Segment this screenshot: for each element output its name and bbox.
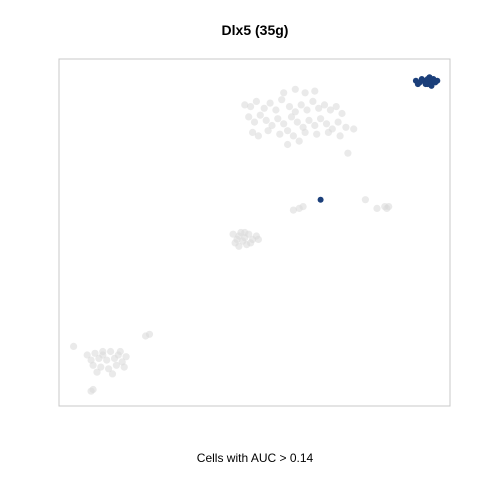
background-point bbox=[284, 140, 292, 149]
highlighted-point bbox=[418, 76, 425, 82]
background-point bbox=[278, 96, 286, 104]
background-point bbox=[285, 103, 294, 111]
background-point bbox=[334, 118, 342, 126]
background-point bbox=[350, 125, 358, 133]
background-point bbox=[361, 196, 369, 204]
background-point bbox=[315, 104, 323, 112]
background-point bbox=[245, 113, 253, 121]
highlighted-point bbox=[317, 196, 324, 203]
background-point bbox=[254, 235, 262, 243]
background-point bbox=[87, 387, 95, 395]
background-point bbox=[89, 361, 97, 369]
background-point bbox=[235, 232, 243, 240]
background-point bbox=[252, 97, 260, 105]
background-point bbox=[260, 104, 268, 112]
background-point bbox=[332, 103, 340, 111]
background-point bbox=[268, 121, 276, 130]
background-point bbox=[336, 132, 344, 140]
background-point bbox=[324, 128, 332, 136]
background-point bbox=[103, 356, 111, 364]
background-point bbox=[309, 97, 317, 105]
background-point bbox=[83, 351, 91, 359]
background-point bbox=[280, 120, 288, 128]
background-point bbox=[105, 365, 113, 373]
background-point bbox=[235, 242, 243, 250]
background-point bbox=[112, 361, 120, 369]
background-point bbox=[289, 206, 297, 214]
background-point bbox=[247, 103, 255, 111]
background-point bbox=[385, 203, 393, 211]
highlighted-point bbox=[422, 81, 429, 88]
background-point bbox=[301, 89, 309, 97]
background-point bbox=[264, 127, 272, 135]
background-point bbox=[272, 106, 280, 114]
background-point bbox=[91, 349, 99, 357]
background-point bbox=[287, 113, 296, 121]
background-point bbox=[297, 101, 305, 109]
plot-frame bbox=[58, 58, 451, 407]
background-point bbox=[293, 118, 301, 126]
background-point bbox=[93, 368, 101, 376]
highlighted-point bbox=[424, 76, 431, 82]
background-point bbox=[99, 347, 107, 356]
background-point bbox=[303, 106, 311, 114]
background-point bbox=[311, 87, 319, 95]
background-point bbox=[276, 130, 284, 138]
background-point bbox=[291, 108, 299, 116]
background-point bbox=[305, 116, 313, 124]
background-point bbox=[108, 370, 117, 378]
background-point bbox=[120, 363, 128, 371]
background-point bbox=[256, 111, 264, 119]
background-point bbox=[313, 130, 321, 138]
x-axis-label: Cells with AUC > 0.14 bbox=[197, 451, 314, 465]
background-point bbox=[249, 128, 257, 136]
background-point bbox=[320, 101, 329, 109]
background-point bbox=[274, 115, 282, 123]
highlighted-point bbox=[414, 81, 421, 88]
background-point bbox=[97, 363, 105, 371]
background-point bbox=[301, 128, 309, 136]
background-point bbox=[116, 347, 124, 356]
points-layer bbox=[70, 74, 441, 395]
background-point bbox=[241, 228, 249, 237]
background-point bbox=[373, 204, 381, 212]
background-point bbox=[70, 342, 78, 350]
background-point bbox=[311, 121, 319, 130]
background-point bbox=[250, 118, 259, 126]
background-point bbox=[322, 120, 331, 128]
background-point bbox=[241, 101, 249, 109]
background-point bbox=[262, 116, 270, 124]
background-point bbox=[266, 99, 274, 107]
background-point bbox=[299, 203, 307, 211]
background-point bbox=[317, 115, 325, 123]
background-point bbox=[338, 109, 346, 118]
highlighted-point bbox=[428, 82, 435, 89]
background-point bbox=[254, 132, 262, 140]
chart-title: Dlx5 (35g) bbox=[222, 22, 289, 38]
highlighted-point bbox=[434, 77, 441, 84]
background-point bbox=[326, 106, 334, 114]
background-point bbox=[107, 347, 115, 356]
background-point bbox=[280, 89, 288, 97]
background-point bbox=[122, 353, 130, 361]
background-point bbox=[344, 149, 352, 157]
background-point bbox=[229, 230, 237, 238]
background-point bbox=[145, 330, 154, 338]
background-point bbox=[289, 132, 297, 140]
background-point bbox=[295, 137, 303, 145]
background-point bbox=[284, 127, 292, 135]
background-point bbox=[342, 123, 350, 131]
background-point bbox=[247, 239, 255, 247]
background-point bbox=[291, 85, 299, 93]
